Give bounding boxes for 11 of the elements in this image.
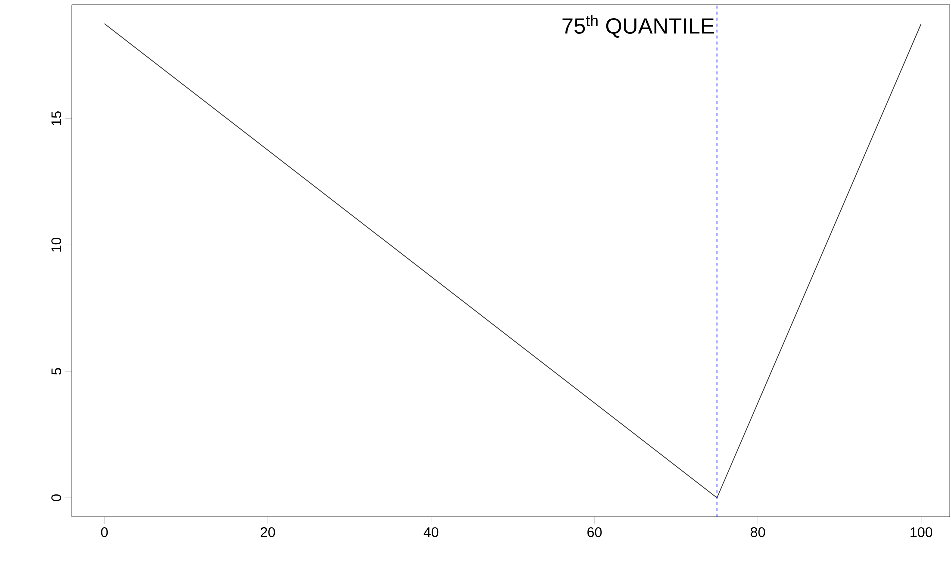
y-tick-label: 0 (52, 494, 62, 502)
x-tick-label: 0 (101, 527, 108, 538)
y-tick-label: 15 (52, 112, 62, 126)
x-tick-label: 100 (910, 527, 933, 538)
x-tick-label: 40 (424, 527, 439, 538)
y-tick-label: 10 (52, 238, 62, 252)
x-tick-label: 60 (588, 527, 602, 538)
x-tick-label: 20 (260, 527, 276, 538)
ref-line-label: 75$^{th}$ QUANTILE (562, 15, 714, 38)
y-tick-label: 5 (52, 368, 62, 375)
x-tick-label: 80 (750, 527, 766, 538)
